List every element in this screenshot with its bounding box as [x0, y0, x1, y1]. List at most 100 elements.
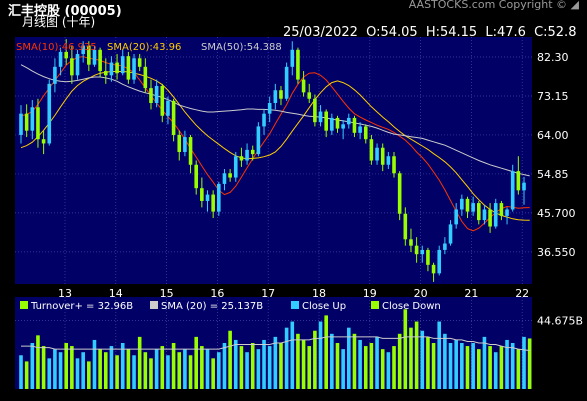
candle [318, 105, 323, 127]
candle [358, 122, 362, 140]
volume-bar [527, 338, 532, 389]
candle [58, 47, 63, 76]
candle [296, 47, 300, 84]
volume-bar [58, 352, 63, 389]
candle [75, 49, 80, 80]
volume-bar [465, 346, 470, 389]
candle [233, 151, 238, 182]
candle [120, 49, 125, 76]
ohlc-readout: 25/03/2022 O:54.05 H:54.15 L:47.6 C:52.8 [283, 25, 576, 40]
candle-body [262, 113, 266, 127]
candle [149, 79, 153, 110]
volume-bar [499, 346, 504, 389]
candle [41, 130, 46, 155]
y-tick-label: 54.85 [537, 168, 569, 181]
candle [115, 54, 119, 80]
volume-bar [437, 321, 442, 389]
volume-bar [358, 339, 362, 389]
candle [81, 41, 85, 63]
candle [307, 83, 312, 104]
candle [335, 115, 340, 133]
volume-bar [301, 339, 306, 389]
volume-bar [284, 327, 289, 389]
candle [70, 45, 74, 84]
volume-bar [256, 349, 261, 389]
candle [437, 245, 442, 276]
volume-bar [81, 352, 85, 389]
volume-bar [239, 346, 244, 389]
candle [36, 98, 40, 148]
volume-bar [363, 346, 368, 389]
x-tick-label: 13 [58, 287, 72, 300]
volume-bar [510, 343, 515, 389]
candle [137, 54, 142, 72]
candle-body [233, 156, 238, 178]
candle [284, 62, 289, 101]
candle [414, 237, 419, 263]
candle [267, 96, 272, 123]
chart-subtitle: 月线图 (十年) [22, 15, 96, 29]
volume-bar [420, 330, 425, 389]
candle-body [403, 213, 408, 240]
volume-bar [143, 352, 148, 389]
volume-sma-line [21, 336, 530, 351]
candle-body [149, 88, 153, 104]
candle [262, 109, 266, 135]
candle [465, 196, 470, 218]
volume-legend-swatch [371, 301, 379, 309]
volume-legend-swatch [291, 301, 299, 309]
volume-bar [177, 352, 182, 389]
candle [369, 134, 374, 165]
volume-bar [87, 361, 91, 389]
volume-bar [454, 339, 458, 389]
volume-bar [313, 330, 317, 389]
candle [313, 94, 317, 127]
volume-bar [70, 346, 74, 389]
volume-bar [392, 346, 396, 389]
candle [324, 109, 328, 138]
candle-body [420, 249, 425, 255]
x-tick-label: 19 [363, 287, 377, 300]
volume-bar [222, 343, 227, 389]
volume-bar [19, 355, 23, 389]
candle [171, 98, 176, 142]
candle-body [239, 156, 244, 161]
volume-legend-item: Close Up [302, 301, 346, 312]
candle-body [81, 45, 85, 55]
candle [177, 130, 182, 161]
volume-legend-item: Turnover+ = 32.96B [30, 301, 133, 312]
volume-bar [109, 346, 114, 389]
candle-body [171, 100, 176, 135]
candle-body [109, 62, 114, 76]
volume-bar [233, 339, 238, 389]
candle [126, 51, 131, 84]
price-panel: 82.30 73.15 64.00 54.85 45.700 36.550 13 14 15 16… [15, 37, 576, 300]
candle [205, 190, 210, 212]
candle-body [166, 100, 170, 116]
volume-bar [262, 339, 266, 389]
candle-body [296, 49, 300, 80]
volume-bar [375, 336, 379, 389]
candle-body [330, 117, 334, 131]
volume-bar [200, 346, 204, 389]
candle-body [217, 183, 221, 212]
volume-bar [47, 358, 52, 389]
candle-body [516, 171, 521, 191]
candle-body [454, 209, 458, 225]
candle [222, 169, 227, 191]
candle [132, 54, 136, 84]
ohlc-date: 25/03/2022 [283, 25, 358, 40]
candle [499, 200, 504, 221]
volume-bar [431, 343, 436, 389]
candle-body [493, 203, 498, 227]
candle-body [301, 79, 306, 93]
candle-body [352, 117, 357, 133]
candle [200, 177, 204, 208]
volume-bar [267, 346, 272, 389]
candle [64, 39, 69, 65]
candle-body [522, 182, 526, 191]
volume-bar [460, 343, 464, 389]
candle [403, 207, 408, 246]
candle [488, 203, 492, 233]
volume-bar [307, 346, 312, 389]
